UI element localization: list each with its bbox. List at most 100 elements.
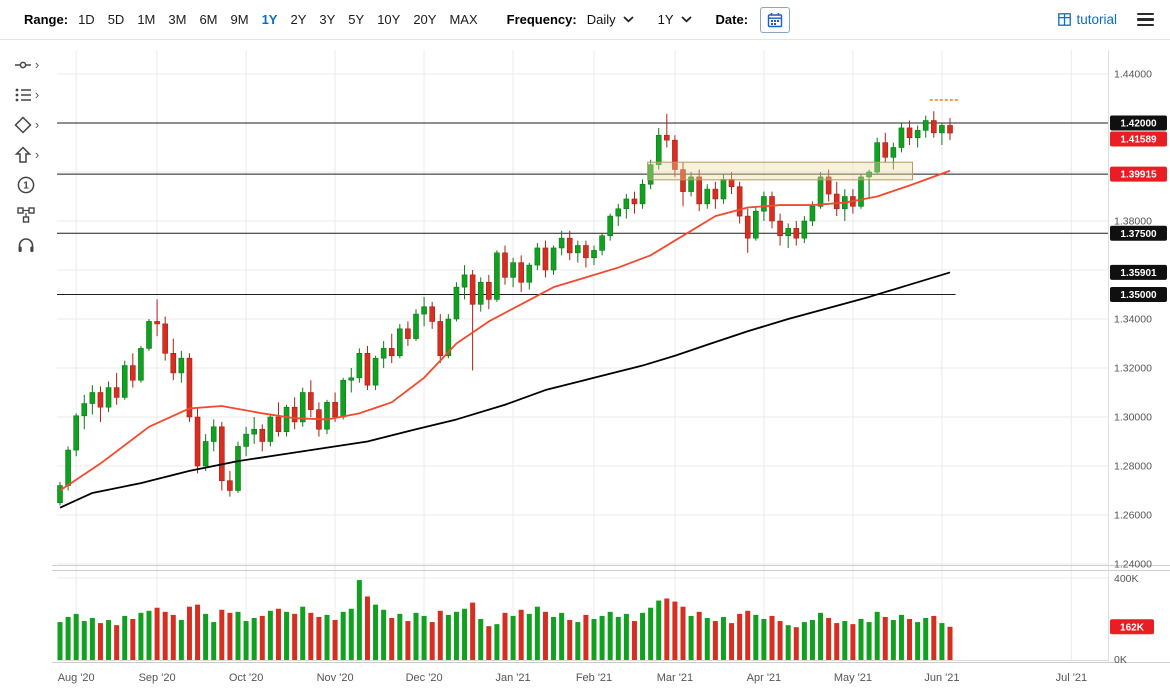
hamburger-menu-icon[interactable]: [1135, 9, 1156, 31]
volume-bar: [793, 627, 799, 660]
candle: [130, 365, 136, 381]
candle: [194, 416, 201, 467]
candle: [259, 428, 266, 442]
volume-bar: [421, 615, 427, 660]
candle: [413, 313, 419, 339]
pattern-tools-button[interactable]: [16, 202, 36, 227]
support-button[interactable]: [16, 232, 36, 257]
headphones-icon: [18, 237, 34, 252]
candle: [380, 348, 387, 359]
candle: [210, 426, 217, 442]
candle: [461, 274, 468, 288]
range-6m[interactable]: 6M: [199, 12, 218, 27]
separator-layer[interactable]: [52, 50, 1170, 663]
range-20y[interactable]: 20Y: [413, 12, 437, 27]
tutorial-link[interactable]: tutorial: [1058, 12, 1117, 27]
range-1m[interactable]: 1M: [137, 12, 156, 27]
range-9m[interactable]: 9M: [230, 12, 249, 27]
arrow-tools-button[interactable]: ›: [13, 142, 39, 167]
price-badge: [1110, 115, 1167, 131]
candle: [898, 127, 905, 148]
volume-bar: [340, 611, 346, 660]
candle: [105, 387, 112, 408]
period-dropdown[interactable]: 1Y: [658, 12, 692, 27]
candle: [931, 120, 937, 134]
candle: [680, 169, 686, 192]
drawn-lines-layer[interactable]: [57, 122, 1108, 295]
candle: [631, 198, 638, 205]
candle: [113, 387, 120, 398]
shape-tools-button[interactable]: ›: [13, 112, 39, 137]
candle: [744, 215, 751, 239]
date-label: Date:: [715, 12, 749, 27]
volume-bar: [267, 610, 273, 660]
candle: [267, 416, 274, 442]
range-5d[interactable]: 5D: [107, 12, 125, 27]
range-3y[interactable]: 3Y: [319, 12, 336, 27]
volume-bar: [65, 616, 71, 660]
annotation-number-button[interactable]: 1: [16, 172, 36, 197]
volume-bar: [745, 610, 751, 660]
range-10y[interactable]: 10Y: [377, 12, 401, 27]
volume-bar: [664, 598, 670, 660]
y-axis-layer[interactable]: 1.44000 1.38000 1.34000 1.32000 1.30000 1.280…: [1110, 69, 1167, 667]
x-axis-layer[interactable]: Aug '20 Sep '20 Oct '20 Nov '20 Dec '20 Jan '…: [58, 672, 1087, 684]
volume-bar: [308, 612, 314, 660]
range-5y[interactable]: 5Y: [348, 12, 365, 27]
range-3m[interactable]: 3M: [168, 12, 187, 27]
candle: [890, 147, 897, 158]
volume-bar: [259, 615, 265, 660]
candle: [518, 262, 524, 283]
ma-layer: [59, 169, 951, 509]
indicator-tools-button[interactable]: ›: [13, 82, 39, 107]
volume-bar: [882, 616, 888, 660]
chevron-down-icon: [623, 16, 634, 23]
candle: [97, 392, 104, 408]
volume-bar: [907, 619, 913, 660]
x-axis-label: Oct '20: [229, 672, 264, 684]
drawing-toolbar: › › › › 1: [0, 40, 52, 695]
volume-bar: [57, 622, 63, 660]
price-chart[interactable]: 1.44000 1.38000 1.34000 1.32000 1.30000 1.280…: [52, 40, 1170, 695]
x-axis-label: Mar '21: [657, 672, 693, 684]
y-axis-label: 1.38000: [1114, 216, 1152, 228]
volume-bar: [478, 619, 484, 660]
volume-bar: [453, 611, 459, 660]
candle: [825, 176, 832, 195]
chart-area: 1.44000 1.38000 1.34000 1.32000 1.30000 1.280…: [52, 40, 1170, 695]
volume-bar: [397, 613, 403, 660]
volume-bar: [170, 614, 176, 660]
candle: [291, 406, 298, 423]
calendar-button[interactable]: [760, 6, 791, 33]
volume-bar: [518, 609, 524, 660]
candle: [510, 262, 516, 278]
range-1y[interactable]: 1Y: [261, 12, 278, 27]
candle: [308, 392, 314, 410]
candle: [81, 403, 88, 417]
range-1d[interactable]: 1D: [78, 12, 95, 27]
volume-bar: [73, 613, 79, 660]
range-2y[interactable]: 2Y: [290, 12, 307, 27]
volume-bar: [696, 611, 702, 660]
candle: [777, 220, 783, 236]
volume-bar: [898, 614, 904, 660]
candle: [615, 208, 622, 217]
y-axis-label: 1.28000: [1114, 461, 1152, 473]
y-axis-label: 1.30000: [1114, 412, 1152, 424]
volume-bar: [809, 620, 815, 660]
period-value: 1Y: [657, 12, 674, 27]
range-max[interactable]: MAX: [449, 12, 478, 27]
candle: [591, 250, 597, 259]
volume-bar: [599, 615, 605, 660]
candle: [696, 176, 702, 205]
volume-bar: [947, 626, 953, 660]
trend-line-tools-button[interactable]: ›: [13, 52, 39, 77]
candle: [421, 306, 427, 315]
candle: [583, 245, 589, 259]
annotation-layer[interactable]: [647, 99, 959, 181]
candle: [283, 406, 290, 433]
candle: [429, 306, 435, 322]
frequency-dropdown[interactable]: Daily: [587, 12, 634, 27]
volume-bar: [931, 615, 937, 660]
x-axis-label: Sep '20: [139, 672, 176, 684]
